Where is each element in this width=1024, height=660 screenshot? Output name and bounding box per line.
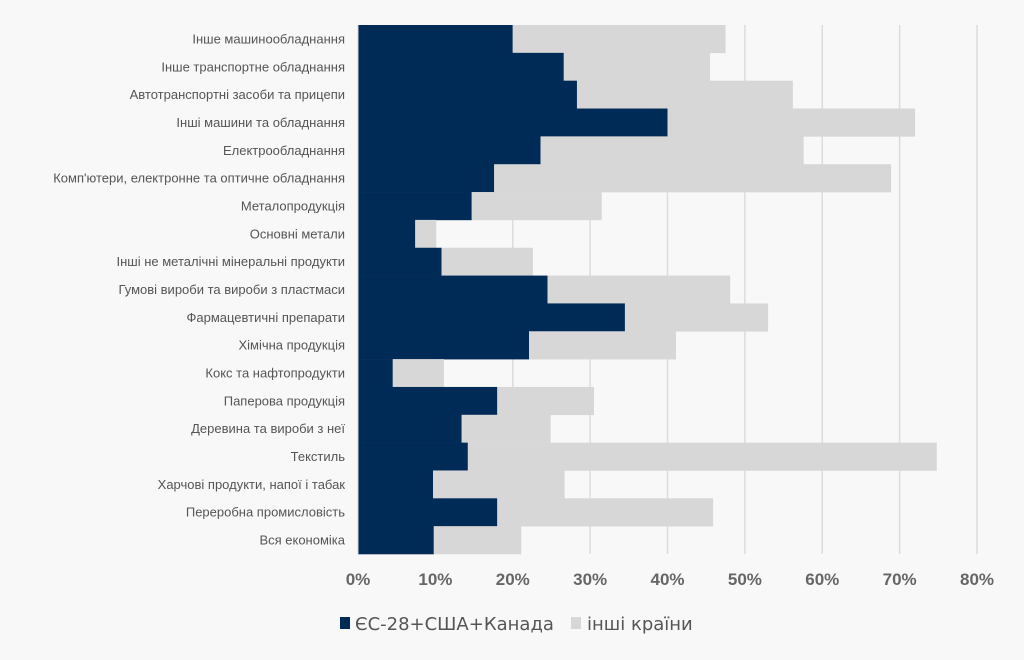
bar-other-countries <box>563 52 711 81</box>
category-label: Інші машини та обладнання <box>176 115 345 130</box>
bar-eu-us-canada <box>358 164 495 193</box>
category-label: Хімічна продукція <box>238 338 345 353</box>
category-label: Вся економіка <box>259 533 345 548</box>
bar-eu-us-canada <box>358 275 548 304</box>
bar-eu-us-canada <box>358 247 442 276</box>
bar-other-countries <box>576 80 793 109</box>
bar-other-countries <box>433 470 565 499</box>
bar-other-countries <box>467 442 937 471</box>
bar-other-countries <box>528 331 677 360</box>
category-label: Інше машинообладнання <box>192 31 345 46</box>
bar-eu-us-canada <box>358 303 625 332</box>
category-label: Гумові вироби та вироби з пластмаси <box>119 282 345 297</box>
legend-label: ЄС-28+США+Канада <box>355 614 554 635</box>
bar-eu-us-canada <box>358 526 434 555</box>
bar-eu-us-canada <box>358 331 529 360</box>
bars <box>358 25 937 555</box>
category-label: Кокс та нафтопродукти <box>205 366 345 381</box>
legend-label: інші країни <box>587 614 693 635</box>
bar-eu-us-canada <box>358 386 498 416</box>
x-tick-label: 20% <box>496 570 530 589</box>
category-labels: Інше машинообладнання Інше транспортне об… <box>53 31 346 547</box>
bar-eu-us-canada <box>358 192 472 221</box>
bar-other-countries <box>392 359 444 388</box>
category-label: Автотранспортні засоби та прицепи <box>130 87 345 102</box>
category-label: Комп'ютери, електронне та оптичне обладн… <box>53 171 345 186</box>
bar-other-countries <box>547 275 731 304</box>
bar-eu-us-canada <box>358 359 393 388</box>
x-tick-label: 30% <box>573 570 607 589</box>
bar-other-countries <box>494 164 892 193</box>
x-tick-label: 70% <box>883 570 917 589</box>
category-label: Деревина та вироби з неї <box>191 421 345 436</box>
x-tick-labels: 0% 10% 20% 30% 40% 50% 60% 70% 80% <box>346 570 994 589</box>
x-tick-label: 40% <box>650 570 684 589</box>
bar-other-countries <box>471 192 602 221</box>
bar-eu-us-canada <box>358 80 577 109</box>
category-label: Харчові продукти, напої і табак <box>158 477 346 492</box>
legend-swatch <box>340 617 350 629</box>
bar-other-countries <box>461 414 551 443</box>
bar-eu-us-canada <box>358 470 434 499</box>
bar-other-countries <box>441 247 533 276</box>
category-label: Інше транспортне обладнання <box>161 59 345 74</box>
bar-eu-us-canada <box>358 442 468 471</box>
category-label: Паперова продукція <box>224 393 345 408</box>
category-label: Фармацевтичні препарати <box>187 310 346 325</box>
legend: ЄС-28+США+Канада інші країни <box>340 614 693 635</box>
bar-eu-us-canada <box>358 52 564 81</box>
category-label: Основні метали <box>250 226 345 241</box>
legend-swatch <box>571 617 581 629</box>
x-tick-label: 10% <box>418 570 452 589</box>
bar-other-countries <box>497 498 714 527</box>
bar-eu-us-canada <box>358 414 462 443</box>
bar-other-countries <box>497 386 594 416</box>
bar-eu-us-canada <box>358 25 513 54</box>
category-label: Металопродукція <box>241 198 345 213</box>
bar-other-countries <box>624 303 769 332</box>
bar-other-countries <box>415 219 437 249</box>
bar-other-countries <box>433 526 522 555</box>
bar-eu-us-canada <box>358 219 416 249</box>
bar-eu-us-canada <box>358 498 498 527</box>
category-label: Інші не металічні мінеральні продукти <box>116 254 345 269</box>
x-tick-label: 80% <box>960 570 994 589</box>
bar-other-countries <box>667 108 916 137</box>
bar-eu-us-canada <box>358 108 668 137</box>
category-label: Електрообладнання <box>223 143 345 158</box>
bar-other-countries <box>540 136 804 165</box>
bar-other-countries <box>512 25 726 54</box>
category-label: Переробна промисловість <box>186 505 345 520</box>
category-label: Текстиль <box>291 449 346 464</box>
bar-eu-us-canada <box>358 136 541 165</box>
x-tick-label: 0% <box>346 570 371 589</box>
x-tick-label: 60% <box>805 570 839 589</box>
x-tick-label: 50% <box>728 570 762 589</box>
